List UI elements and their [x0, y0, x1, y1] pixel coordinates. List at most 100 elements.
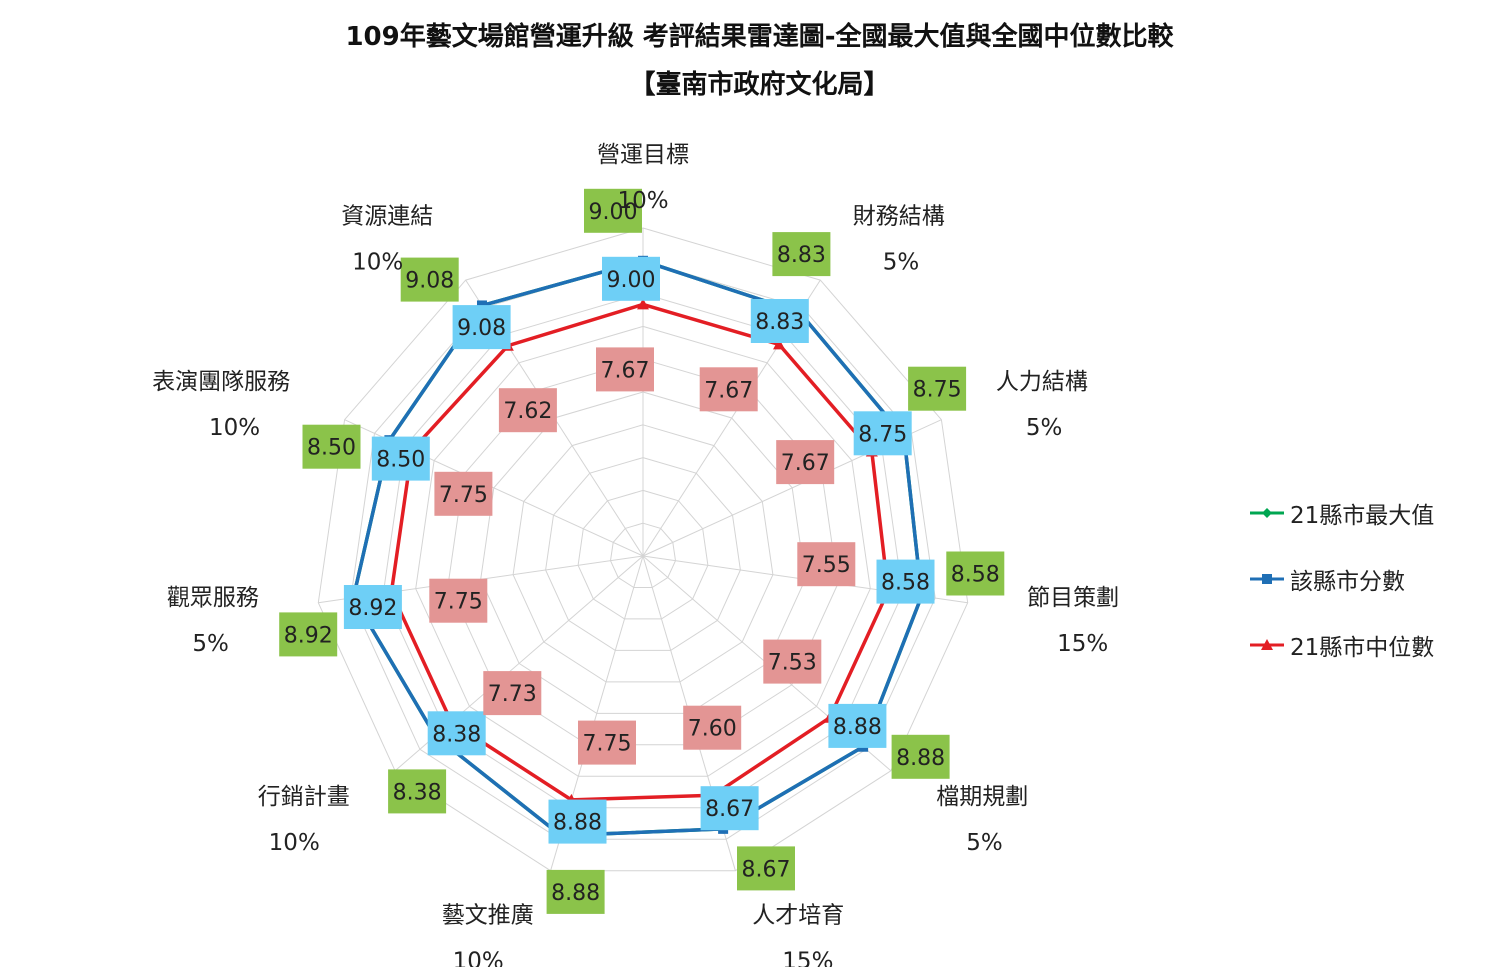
data-label-median: 7.55 [802, 553, 851, 578]
data-label-median-bg [596, 347, 654, 392]
data-label-max: 8.88 [896, 746, 945, 771]
axis-label: 檔期規劃 [936, 784, 1028, 810]
legend-marker-median [1250, 639, 1284, 650]
data-label-max: 8.88 [551, 881, 600, 906]
data-label-max-bg [946, 551, 1005, 596]
data-label-score-bg [452, 305, 511, 350]
data-label-max-bg [908, 366, 967, 411]
grid-ring [609, 522, 677, 588]
data-label-median: 7.73 [488, 682, 537, 707]
data-label-max-bg [388, 769, 447, 814]
data-label-median-bg [498, 388, 557, 433]
data-label-score: 8.88 [553, 811, 602, 836]
axis-label: 人才培育 [752, 902, 844, 928]
data-label-score-bg [876, 559, 935, 604]
data-label-score: 8.88 [833, 715, 882, 740]
axis-label: 營運目標 [597, 142, 689, 168]
data-label-max-bg [279, 612, 338, 657]
data-label-median-bg [683, 705, 742, 750]
data-label-max-bg [772, 232, 831, 277]
data-label-median-bg [429, 578, 488, 623]
data-label-median-bg [776, 440, 835, 485]
axis-weight-label: 15% [1057, 631, 1108, 657]
data-label-score: 8.67 [705, 797, 754, 822]
axis-label: 表演團隊服務 [152, 369, 290, 395]
axis-label: 觀眾服務 [167, 585, 259, 611]
grid-ring [512, 424, 774, 683]
axis-weight-label: 5% [192, 631, 229, 657]
data-label-median-bg [699, 367, 758, 412]
axis-weight-label: 10% [617, 188, 668, 214]
data-label-max: 8.58 [951, 563, 1000, 588]
data-label-median-bg [434, 471, 493, 516]
axis-label: 人力結構 [996, 369, 1088, 395]
data-label-score-bg [602, 256, 660, 301]
data-label-max-bg [737, 846, 795, 891]
legend-label-median: 21縣市中位數 [1290, 635, 1435, 661]
axis-weight-label: 10% [352, 250, 403, 276]
axis-label: 資源連結 [341, 204, 433, 230]
chart-subtitle: 【臺南市政府文化局】 [629, 70, 890, 100]
data-label-max-bg [400, 257, 459, 302]
axis-label: 行銷計畫 [258, 784, 350, 810]
data-label-score: 8.58 [881, 571, 930, 596]
data-label-max-bg [891, 734, 950, 779]
data-label-median-bg [797, 542, 856, 587]
data-label-score: 9.08 [457, 316, 506, 341]
data-label-max: 8.75 [913, 378, 962, 403]
data-label-score-bg [371, 436, 430, 481]
data-label-median: 7.75 [434, 590, 483, 615]
data-label-max: 8.83 [777, 243, 826, 268]
legend-label-score: 該縣市分數 [1290, 569, 1405, 595]
axis-label: 藝文推廣 [442, 902, 534, 928]
data-label-score-bg [853, 411, 912, 456]
data-label-score: 8.75 [858, 422, 907, 447]
grid-ring [415, 325, 871, 777]
data-label-median-bg [578, 720, 636, 765]
legend: 21縣市最大值 該縣市分數 21縣市中位數 [1248, 480, 1434, 678]
legend-label-max: 21縣市最大值 [1290, 503, 1435, 529]
data-label-score-bg [700, 786, 759, 831]
data-label-score: 8.92 [348, 596, 397, 621]
data-label-max-bg [546, 869, 605, 914]
axis-weight-label: 5% [883, 250, 920, 276]
data-label-median: 7.67 [601, 358, 650, 383]
chart-title: 109年藝文場館營運升級 考評結果雷達圖-全國最大值與全國中位數比較 [345, 22, 1174, 52]
data-label-median: 7.75 [439, 483, 488, 508]
axis-weight-label: 10% [453, 948, 504, 967]
data-label-max-bg [302, 424, 361, 469]
axis-label: 財務結構 [853, 204, 945, 230]
series-point-median [637, 298, 649, 310]
axis-weight-label: 5% [1026, 415, 1063, 441]
data-label-median-bg [483, 671, 542, 716]
data-label-score: 8.50 [376, 448, 425, 473]
data-label-max: 8.38 [393, 780, 442, 805]
data-label-median: 7.53 [768, 651, 817, 676]
axis-weight-label: 5% [966, 830, 1003, 856]
grid-ring [577, 489, 709, 620]
data-label-median: 7.67 [781, 451, 830, 476]
legend-item-max[interactable]: 21縣市最大值 [1248, 480, 1434, 546]
data-label-median-bg [763, 639, 822, 684]
data-label-median: 7.62 [503, 399, 552, 424]
data-label-score-bg [828, 703, 887, 748]
axis-weight-label: 10% [269, 830, 320, 856]
data-label-score: 8.38 [432, 722, 481, 747]
data-label-max: 8.92 [284, 623, 333, 648]
data-label-median: 7.75 [583, 732, 632, 757]
axis-weight-label: 15% [782, 948, 833, 967]
legend-item-score[interactable]: 該縣市分數 [1248, 546, 1434, 612]
data-label-median: 7.67 [704, 378, 753, 403]
data-label-score-bg [548, 799, 607, 844]
axis-weight-label: 10% [209, 415, 260, 441]
legend-marker-score [1250, 574, 1284, 584]
data-label-score: 9.00 [607, 268, 656, 293]
axis-label: 節目策劃 [1027, 585, 1119, 611]
data-label-max: 9.08 [405, 269, 454, 294]
data-label-max-bg [584, 188, 642, 233]
data-label-max: 8.67 [742, 857, 791, 882]
data-label-max: 8.50 [307, 436, 356, 461]
data-label-score: 8.83 [755, 310, 804, 335]
legend-item-median[interactable]: 21縣市中位數 [1248, 612, 1434, 678]
